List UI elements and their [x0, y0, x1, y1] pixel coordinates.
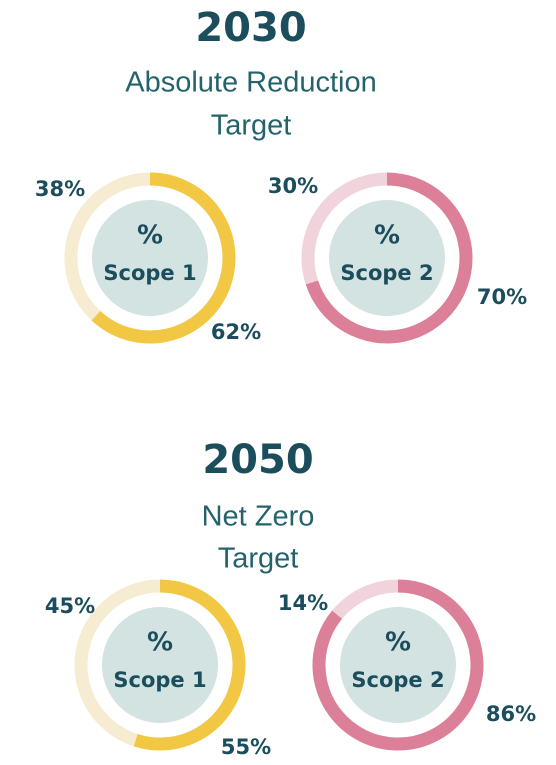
center-label: Scope 1: [103, 261, 196, 285]
donut-segment: [64, 172, 151, 321]
section-subtitle: Target: [218, 543, 299, 575]
section-subtitle: Absolute Reduction: [125, 67, 377, 99]
center-symbol: %: [147, 628, 173, 658]
donut-segment: [332, 579, 399, 619]
center-label: Scope 2: [351, 668, 444, 692]
value-label: 62%: [211, 320, 261, 344]
value-label: 38%: [35, 177, 85, 201]
center-symbol: %: [137, 221, 163, 251]
center-disc: [329, 200, 445, 316]
value-label: 70%: [477, 285, 527, 309]
section-title: 2030: [195, 5, 306, 51]
section-title: 2050: [202, 437, 313, 483]
donut-segment: [301, 172, 388, 285]
center-disc: [340, 607, 456, 723]
section-subtitle: Target: [211, 110, 292, 142]
center-disc: [92, 200, 208, 316]
center-label: Scope 2: [340, 261, 433, 285]
value-label: 30%: [268, 174, 318, 198]
section-subtitle: Net Zero: [202, 501, 315, 533]
value-label: 55%: [221, 735, 271, 759]
donut-segment: [74, 579, 161, 747]
center-disc: [102, 607, 218, 723]
center-label: Scope 1: [113, 668, 206, 692]
donut-segment: [305, 172, 473, 344]
donut-segment: [312, 579, 484, 751]
center-symbol: %: [374, 221, 400, 251]
center-symbol: %: [385, 628, 411, 658]
value-label: 14%: [278, 591, 328, 615]
value-label: 45%: [45, 594, 95, 618]
donut-segment: [91, 172, 236, 344]
value-label: 86%: [486, 702, 536, 726]
donut-segment: [133, 579, 246, 751]
